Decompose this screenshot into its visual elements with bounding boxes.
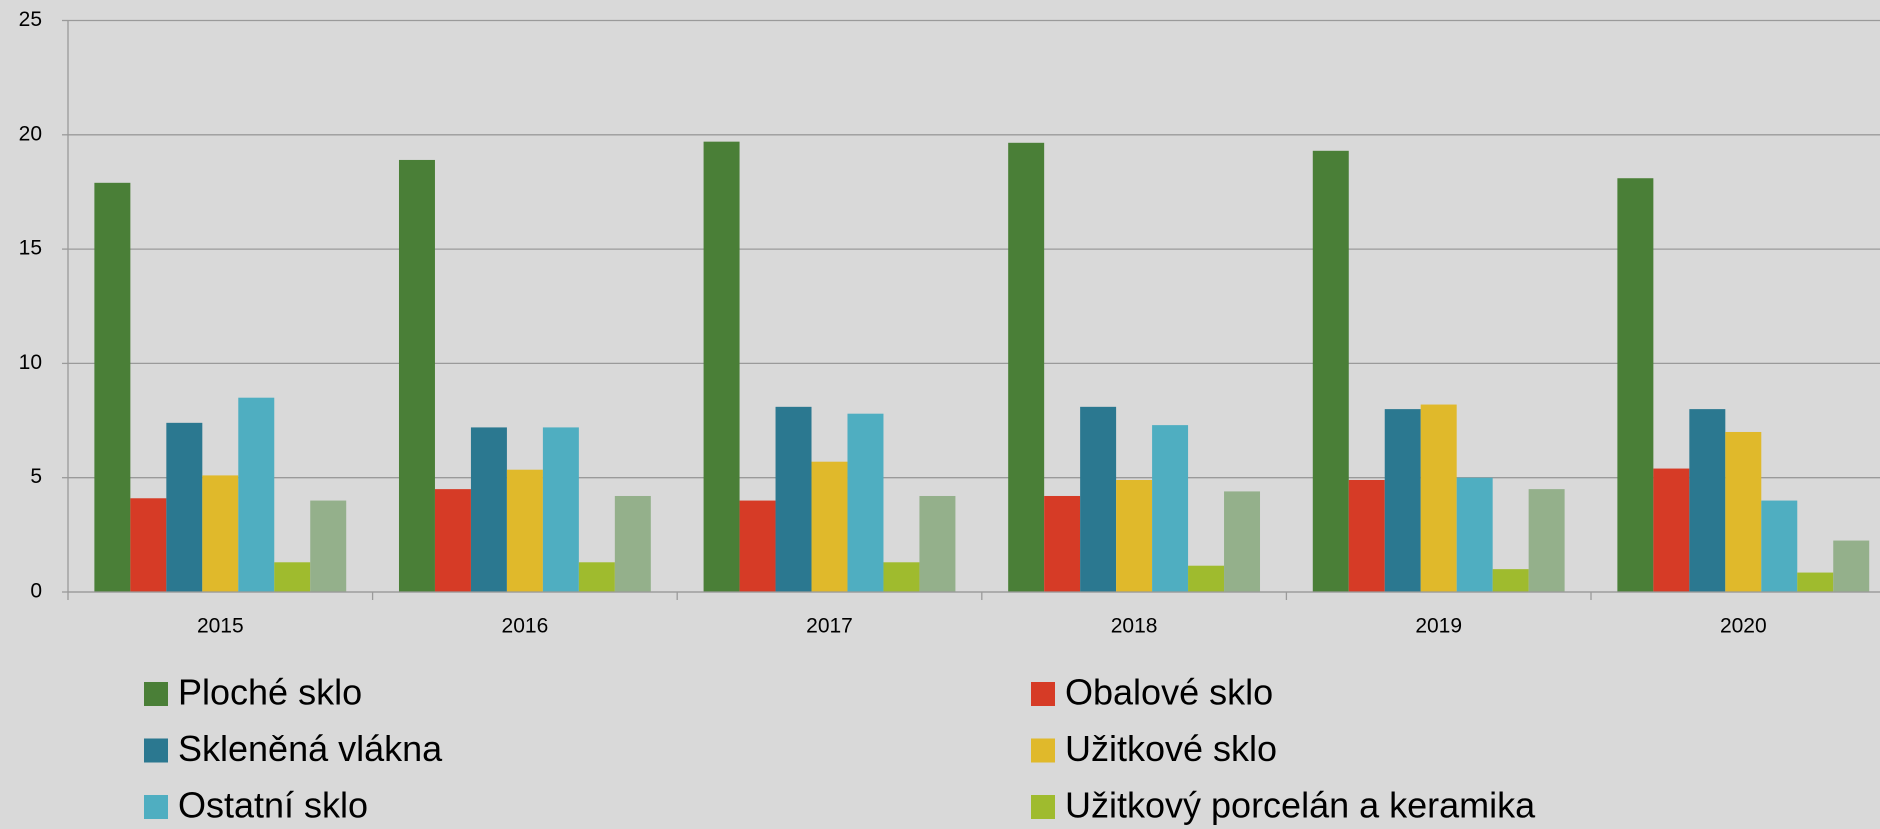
bar [1152, 425, 1189, 592]
bar [811, 461, 848, 592]
legend-label: Ostatní sklo [178, 785, 368, 826]
legend-label: Ploché sklo [178, 672, 362, 713]
bar [919, 495, 956, 592]
bar [1689, 409, 1726, 592]
x-tick-label: 2016 [502, 615, 549, 638]
bar [1188, 565, 1225, 592]
bar [1456, 477, 1493, 592]
bar [883, 562, 920, 592]
bar [506, 469, 543, 592]
bar [434, 489, 471, 592]
bar [614, 495, 651, 592]
legend-label: Skleněná vlákna [178, 728, 443, 769]
x-tick-label: 2015 [197, 615, 244, 638]
bar [775, 406, 812, 592]
x-tick-label: 2018 [1111, 615, 1158, 638]
x-tick-label: 2020 [1720, 615, 1767, 638]
bar [1797, 572, 1834, 592]
bar [1833, 540, 1870, 592]
bar [1420, 404, 1457, 592]
legend-swatch [1031, 738, 1055, 763]
bar [1224, 491, 1261, 592]
y-tick-label: 5 [30, 465, 42, 488]
bar [578, 562, 615, 592]
bar [310, 500, 347, 592]
legend-swatch [1031, 682, 1055, 706]
y-tick-label: 15 [19, 237, 42, 260]
bar [470, 427, 507, 592]
bar [1348, 479, 1385, 592]
bar [166, 422, 203, 592]
bar [1312, 150, 1349, 592]
bar [94, 182, 131, 592]
bar [238, 397, 275, 592]
bar [1044, 495, 1081, 592]
legend-label: Užitkový porcelán a keramika [1065, 785, 1536, 826]
legend-swatch [144, 795, 168, 819]
bar [202, 475, 239, 592]
bar [739, 500, 776, 592]
bar [1725, 431, 1762, 592]
legend-swatch [144, 682, 168, 706]
bar [398, 159, 435, 593]
bar [703, 141, 740, 592]
y-tick-label: 20 [19, 122, 42, 145]
y-tick-label: 25 [19, 8, 42, 31]
x-tick-label: 2019 [1415, 615, 1462, 638]
y-tick-label: 10 [19, 351, 42, 374]
bar [1761, 500, 1798, 592]
bar [1384, 409, 1421, 592]
bar [1080, 406, 1117, 592]
bar [1528, 489, 1565, 592]
legend-swatch [1031, 795, 1055, 819]
legend-label: Užitkové sklo [1065, 728, 1277, 769]
bar [1653, 468, 1690, 592]
bar [1617, 178, 1654, 592]
bar [1008, 142, 1045, 592]
bar [274, 562, 311, 592]
bar [542, 427, 579, 592]
bar [130, 498, 167, 592]
bar [1492, 569, 1529, 592]
bar [1116, 479, 1153, 592]
x-tick-label: 2017 [806, 615, 853, 638]
legend-swatch [144, 738, 168, 763]
y-tick-label: 0 [30, 580, 42, 603]
legend-label: Obalové sklo [1065, 672, 1273, 713]
bar [847, 413, 884, 592]
